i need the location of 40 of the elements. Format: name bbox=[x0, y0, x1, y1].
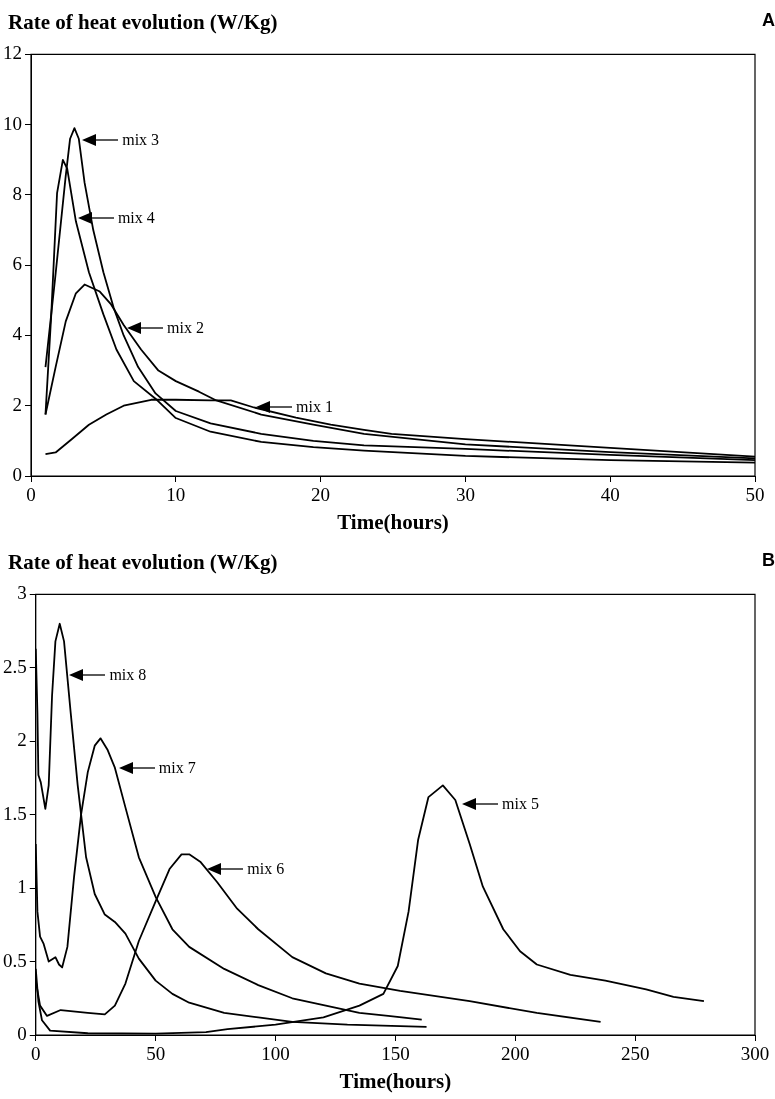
y-tick-label: 1.5 bbox=[3, 802, 27, 824]
x-tick-label: 100 bbox=[261, 1043, 290, 1065]
annotation: mix 6 bbox=[246, 859, 285, 880]
x-tick-label: 150 bbox=[381, 1043, 410, 1065]
y-tick-label: 0 bbox=[17, 1022, 27, 1044]
y-tick-label: 0 bbox=[12, 463, 22, 485]
annotation: mix 2 bbox=[166, 318, 204, 339]
y-tick-label: 0.5 bbox=[3, 949, 27, 971]
y-tick-label: 8 bbox=[12, 182, 22, 204]
x-axis-title: Time(hours) bbox=[337, 509, 449, 534]
x-tick-label: 30 bbox=[455, 484, 475, 506]
y-axis-title: Rate of heat evolution (W/Kg) bbox=[8, 550, 278, 575]
y-tick-label: 10 bbox=[3, 112, 22, 134]
annotation: mix 3 bbox=[121, 130, 160, 151]
annotation: mix 4 bbox=[116, 207, 155, 228]
y-axis-title: Rate of heat evolution (W/Kg) bbox=[8, 10, 278, 35]
annotation: mix 7 bbox=[157, 757, 196, 778]
chart-title: A bbox=[762, 10, 775, 31]
y-tick-label: 1 bbox=[17, 876, 27, 898]
x-axis-title: Time(hours) bbox=[339, 1068, 452, 1093]
x-tick-label: 0 bbox=[31, 1043, 41, 1065]
x-tick-label: 300 bbox=[740, 1043, 770, 1065]
x-tick-label: 10 bbox=[166, 484, 186, 506]
x-tick-label: 50 bbox=[146, 1043, 166, 1065]
y-tick-label: 2 bbox=[17, 729, 27, 751]
x-tick-label: 250 bbox=[620, 1043, 650, 1065]
y-tick-label: 2 bbox=[12, 393, 22, 415]
x-tick-label: 20 bbox=[311, 484, 331, 506]
x-tick-label: 40 bbox=[600, 484, 620, 506]
y-tick-label: 3 bbox=[17, 582, 27, 604]
y-tick-label: 4 bbox=[12, 323, 23, 345]
y-tick-label: 6 bbox=[12, 253, 22, 275]
x-tick-label: 200 bbox=[501, 1043, 530, 1065]
annotation: mix 8 bbox=[108, 665, 147, 686]
y-tick-label: 2.5 bbox=[3, 655, 27, 677]
annotation: mix 1 bbox=[295, 397, 333, 418]
x-tick-label: 50 bbox=[745, 484, 765, 506]
chart-title: B bbox=[762, 550, 775, 571]
y-tick-label: 12 bbox=[3, 42, 22, 64]
annotation: mix 5 bbox=[501, 794, 539, 815]
